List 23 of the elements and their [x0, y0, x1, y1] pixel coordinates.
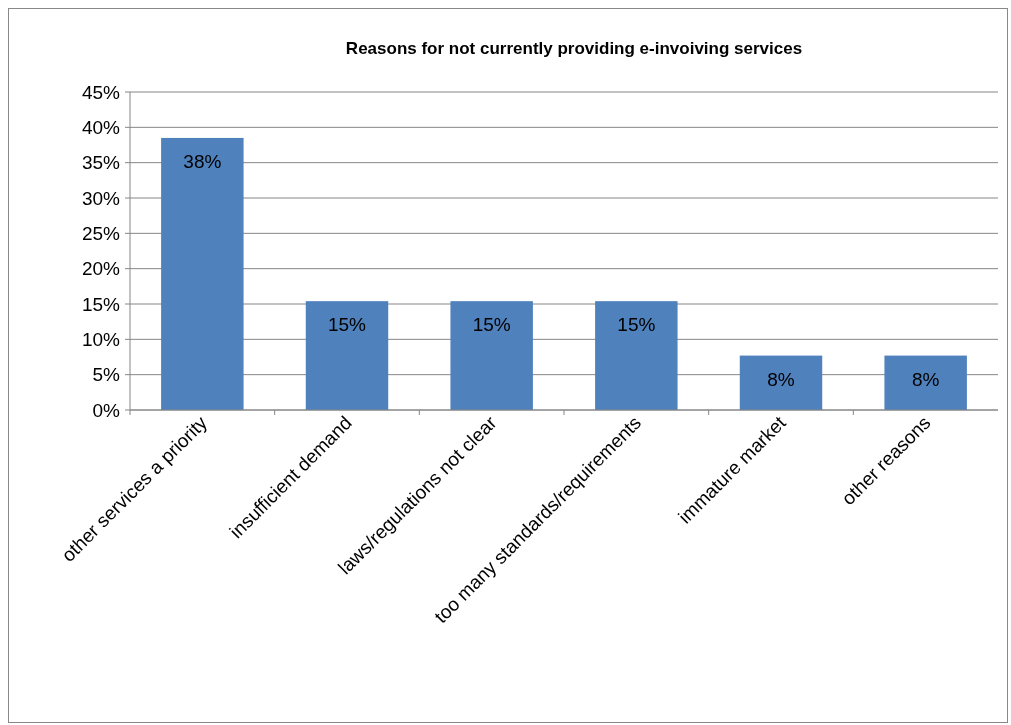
y-tick-label: 45%	[81, 81, 121, 103]
y-tick-label: 15%	[81, 293, 121, 315]
data-label: 15%	[617, 314, 656, 336]
data-label: 15%	[327, 314, 367, 336]
bar	[595, 301, 678, 410]
y-tick-label: 30%	[81, 187, 121, 209]
bar	[305, 301, 389, 410]
bar	[161, 137, 244, 410]
y-tick-label: 5%	[92, 364, 121, 386]
data-label: 8%	[767, 368, 795, 390]
data-label: 15%	[472, 314, 511, 336]
y-tick-label: 25%	[81, 222, 121, 244]
data-label: 8%	[911, 368, 940, 390]
bar	[884, 355, 967, 410]
y-tick-label: 35%	[81, 152, 121, 174]
bar	[450, 301, 533, 410]
y-tick-label: 20%	[81, 258, 121, 280]
bar	[739, 355, 823, 410]
y-tick-label: 10%	[81, 328, 121, 350]
y-tick-label: 40%	[81, 116, 121, 138]
chart-title: Reasons for not currently providing e-invoiving services	[345, 39, 803, 58]
y-tick-label: 0%	[92, 399, 121, 421]
data-label: 38%	[183, 150, 222, 172]
